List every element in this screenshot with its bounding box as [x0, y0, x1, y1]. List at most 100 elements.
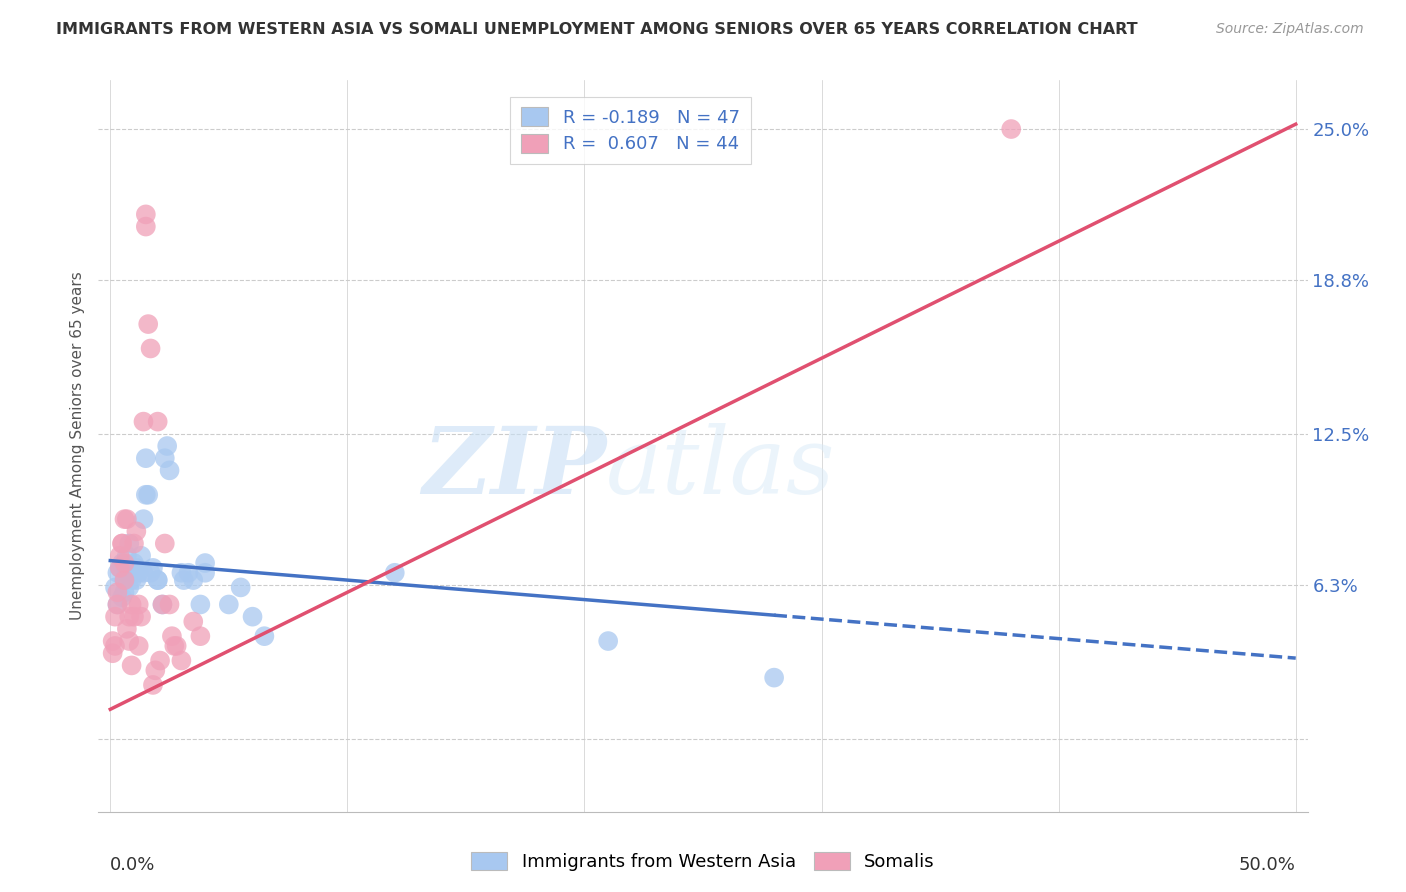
Y-axis label: Unemployment Among Seniors over 65 years: Unemployment Among Seniors over 65 years [69, 272, 84, 620]
Point [181, 615, 204, 629]
Point [115, 549, 138, 563]
Point [115, 622, 138, 636]
Point [105, 598, 128, 612]
Point [111, 590, 134, 604]
Point [153, 536, 176, 550]
Point [115, 512, 138, 526]
Point [135, 207, 157, 221]
Point [105, 598, 128, 612]
Point [125, 524, 148, 539]
Point [105, 585, 128, 599]
Point [177, 566, 200, 580]
Point [111, 536, 134, 550]
Point [118, 581, 141, 595]
Point [108, 561, 131, 575]
Point [104, 609, 127, 624]
Point [122, 556, 145, 570]
Point [194, 556, 217, 570]
Point [190, 598, 212, 612]
Point [135, 488, 157, 502]
Point [218, 598, 240, 612]
Point [136, 488, 159, 502]
Point [125, 561, 148, 575]
Point [128, 639, 150, 653]
Point [146, 573, 169, 587]
Point [132, 566, 155, 580]
Point [384, 566, 406, 580]
Point [142, 678, 165, 692]
Point [136, 317, 159, 331]
Point [170, 566, 193, 580]
Point [132, 512, 155, 526]
Point [121, 561, 143, 575]
Point [118, 536, 141, 550]
Point [139, 342, 162, 356]
Text: IMMIGRANTS FROM WESTERN ASIA VS SOMALI UNEMPLOYMENT AMONG SENIORS OVER 65 YEARS : IMMIGRANTS FROM WESTERN ASIA VS SOMALI U… [56, 22, 1137, 37]
Point [170, 654, 193, 668]
Point [101, 646, 124, 660]
Point [159, 463, 181, 477]
Point [149, 654, 172, 668]
Point [253, 629, 276, 643]
Point [242, 609, 264, 624]
Point [190, 629, 212, 643]
Point [129, 549, 152, 563]
Point [108, 561, 131, 575]
Point [114, 573, 136, 587]
Point [114, 573, 136, 587]
Point [101, 634, 124, 648]
Point [763, 671, 786, 685]
Point [139, 566, 162, 580]
Point [114, 556, 136, 570]
Point [114, 512, 136, 526]
Point [152, 598, 174, 612]
Point [122, 609, 145, 624]
Point [111, 536, 134, 550]
Point [166, 639, 188, 653]
Text: ZIP: ZIP [422, 423, 606, 513]
Point [598, 634, 620, 648]
Text: Source: ZipAtlas.com: Source: ZipAtlas.com [1216, 22, 1364, 37]
Point [181, 573, 204, 587]
Point [125, 573, 148, 587]
Point [121, 598, 143, 612]
Point [121, 573, 143, 587]
Point [104, 639, 127, 653]
Point [132, 415, 155, 429]
Point [111, 556, 134, 570]
Point [152, 598, 174, 612]
Point [114, 585, 136, 599]
Point [128, 598, 150, 612]
Point [194, 566, 217, 580]
Point [142, 561, 165, 575]
Point [135, 219, 157, 234]
Legend: Immigrants from Western Asia, Somalis: Immigrants from Western Asia, Somalis [464, 845, 942, 879]
Point [129, 609, 152, 624]
Text: 0.0%: 0.0% [110, 855, 156, 873]
Point [153, 451, 176, 466]
Point [156, 439, 179, 453]
Point [1000, 122, 1022, 136]
Point [163, 639, 186, 653]
Point [115, 566, 138, 580]
Point [105, 566, 128, 580]
Point [128, 566, 150, 580]
Point [118, 634, 141, 648]
Point [122, 536, 145, 550]
Point [159, 598, 181, 612]
Point [118, 609, 141, 624]
Point [146, 573, 169, 587]
Point [143, 663, 166, 677]
Point [135, 451, 157, 466]
Text: 50.0%: 50.0% [1239, 855, 1296, 873]
Point [160, 629, 183, 643]
Point [122, 566, 145, 580]
Point [104, 581, 127, 595]
Legend: R = -0.189   N = 47, R =  0.607   N = 44: R = -0.189 N = 47, R = 0.607 N = 44 [510, 96, 751, 164]
Point [173, 573, 195, 587]
Point [229, 581, 252, 595]
Text: atlas: atlas [606, 423, 835, 513]
Point [121, 658, 143, 673]
Point [146, 415, 169, 429]
Point [108, 549, 131, 563]
